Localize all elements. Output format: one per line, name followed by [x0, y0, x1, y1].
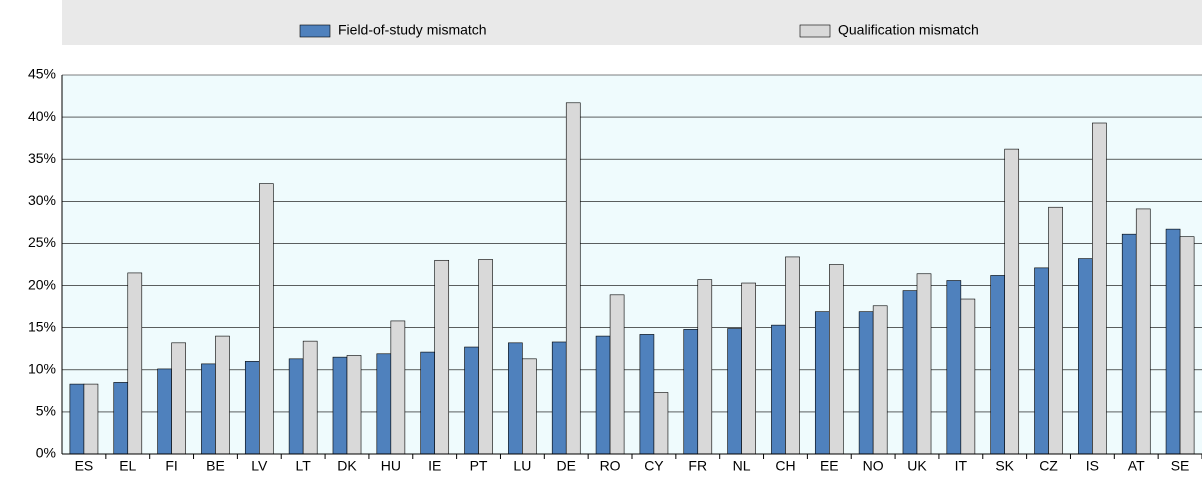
- y-tick-label: 15%: [28, 318, 56, 334]
- bar: [1179, 236, 1195, 455]
- x-tick-label: HU: [381, 458, 401, 474]
- x-tick-label: IE: [428, 458, 441, 474]
- y-tick-label: 5%: [36, 403, 56, 419]
- bar: [244, 361, 260, 455]
- bar: [1078, 258, 1093, 455]
- bar: [464, 346, 479, 455]
- bar: [741, 282, 756, 455]
- bar: [946, 280, 962, 455]
- bar: [785, 256, 800, 455]
- x-tick-label: BE: [206, 458, 225, 474]
- x-tick-label: EE: [820, 458, 839, 474]
- bar: [1048, 206, 1063, 455]
- legend-label: Qualification mismatch: [838, 22, 979, 38]
- bar: [1165, 228, 1181, 455]
- legend-swatch: [299, 24, 331, 38]
- bar: [332, 356, 348, 455]
- bar: [69, 383, 85, 455]
- x-tick-label: FR: [688, 458, 707, 474]
- bar: [302, 340, 318, 455]
- x-tick-label: IT: [955, 458, 968, 474]
- bar: [551, 341, 567, 455]
- bar: [683, 329, 699, 455]
- bar: [990, 275, 1005, 455]
- bar: [727, 328, 742, 455]
- bar: [872, 305, 888, 455]
- bar: [609, 294, 625, 455]
- x-tick-label: EL: [119, 458, 136, 474]
- bar: [376, 353, 392, 455]
- bar: [1004, 148, 1020, 455]
- x-tick-label: LT: [295, 458, 311, 474]
- bar: [697, 279, 713, 455]
- y-tick-label: 40%: [28, 108, 56, 124]
- x-tick-label: CZ: [1039, 458, 1058, 474]
- bar: [902, 290, 918, 455]
- x-tick-label: FI: [165, 458, 177, 474]
- bar: [639, 334, 655, 455]
- x-tick-label: AT: [1128, 458, 1145, 474]
- x-tick-label: NL: [733, 458, 751, 474]
- bar: [434, 259, 450, 455]
- x-tick-label: SE: [1171, 458, 1190, 474]
- legend-swatch: [799, 24, 831, 38]
- x-tick-label: LV: [251, 458, 268, 474]
- bar: [1034, 267, 1049, 455]
- bar: [829, 264, 844, 455]
- bar: [1135, 208, 1151, 455]
- y-tick-label: 0%: [36, 445, 56, 461]
- y-tick-label: 30%: [28, 192, 56, 208]
- x-tick-label: SK: [995, 458, 1014, 474]
- x-tick-label: UK: [907, 458, 927, 474]
- bar: [127, 272, 143, 455]
- y-tick-label: 45%: [28, 66, 56, 82]
- bar: [1121, 233, 1137, 455]
- bar: [201, 363, 216, 455]
- x-tick-label: NO: [863, 458, 884, 474]
- bar: [1092, 122, 1107, 455]
- legend-label: Field-of-study mismatch: [338, 22, 487, 38]
- x-tick-label: IS: [1086, 458, 1099, 474]
- y-tick-label: 25%: [28, 234, 56, 250]
- bar: [653, 392, 669, 455]
- bar: [171, 342, 186, 455]
- x-tick-label: LU: [513, 458, 531, 474]
- bar: [858, 311, 874, 455]
- bar: [157, 368, 172, 455]
- plot-area: [62, 75, 1202, 454]
- bar: [916, 273, 932, 455]
- legend-band: [62, 0, 1202, 45]
- x-tick-label: RO: [600, 458, 621, 474]
- bar: [565, 102, 581, 455]
- x-tick-label: CY: [644, 458, 664, 474]
- x-tick-label: DE: [557, 458, 576, 474]
- bar: [420, 351, 435, 455]
- bar: [83, 383, 99, 455]
- bar: [814, 311, 830, 455]
- bar: [259, 183, 274, 455]
- bar: [478, 259, 493, 455]
- bar: [346, 355, 362, 455]
- bar: [215, 335, 230, 455]
- bar: [960, 298, 976, 455]
- bar: [113, 382, 129, 455]
- x-tick-label: PT: [470, 458, 488, 474]
- x-tick-label: DK: [337, 458, 357, 474]
- bar: [522, 358, 537, 455]
- bar: [390, 320, 406, 455]
- y-tick-label: 10%: [28, 360, 56, 376]
- x-tick-label: CH: [775, 458, 795, 474]
- y-tick-label: 20%: [28, 276, 56, 292]
- bar: [508, 342, 523, 455]
- y-tick-label: 35%: [28, 150, 56, 166]
- bar: [288, 358, 304, 455]
- bar: [771, 324, 786, 455]
- bar: [595, 335, 611, 455]
- x-tick-label: ES: [75, 458, 94, 474]
